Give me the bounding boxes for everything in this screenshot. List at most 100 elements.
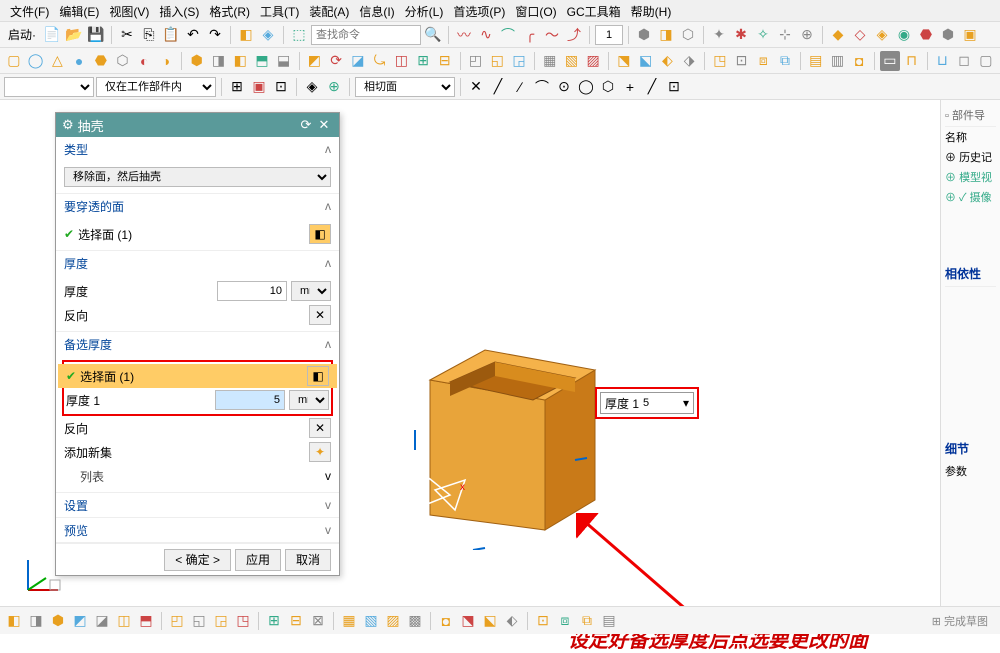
cut-icon[interactable]: ✂	[117, 25, 137, 45]
feat12-icon[interactable]: ⊟	[435, 51, 455, 71]
alt-thickness-unit[interactable]: mm	[289, 390, 329, 410]
float-editor-input[interactable]	[643, 397, 679, 409]
sel1-icon[interactable]: ⊞	[227, 77, 247, 97]
sel2-icon[interactable]: ▣	[249, 77, 269, 97]
add-set-button[interactable]: ✦	[309, 442, 331, 462]
bt17-icon[interactable]: ▨	[383, 611, 403, 631]
copy-icon[interactable]: ⎘	[139, 25, 159, 45]
snap4-icon[interactable]: ⊙	[554, 77, 574, 97]
bt1-icon[interactable]: ◧	[4, 611, 24, 631]
feat10-icon[interactable]: ◫	[391, 51, 411, 71]
cancel-button[interactable]: 取消	[285, 549, 331, 571]
snap3-icon[interactable]: ⌒	[532, 77, 552, 97]
bt11-icon[interactable]: ◳	[233, 611, 253, 631]
feat20-icon[interactable]: ⬕	[636, 51, 656, 71]
menu-prefs[interactable]: 首选项(P)	[449, 3, 509, 18]
bt18-icon[interactable]: ▩	[405, 611, 425, 631]
bt5-icon[interactable]: ◪	[92, 611, 112, 631]
menu-format[interactable]: 格式(R)	[205, 3, 254, 18]
curve6-icon[interactable]: ⤴	[564, 25, 584, 45]
section-preview-header[interactable]: 预览 v	[56, 518, 339, 542]
bt24-icon[interactable]: ⧈	[555, 611, 575, 631]
menu-edit[interactable]: 编辑(E)	[55, 3, 103, 18]
parts-nav-tab[interactable]: ▫ 部件导	[945, 110, 985, 122]
prim-cone-icon[interactable]: △	[47, 51, 67, 71]
reverse-button[interactable]: ✕	[309, 305, 331, 325]
more6-icon[interactable]: ⬢	[938, 25, 958, 45]
datum-icon[interactable]: ◈	[258, 25, 278, 45]
section-thickness-header[interactable]: 厚度 ʌ	[56, 251, 339, 275]
sel4-icon[interactable]: ◈	[302, 77, 322, 97]
menu-assembly[interactable]: 装配(A)	[305, 3, 353, 18]
scope-select[interactable]: 仅在工作部件内	[96, 77, 216, 97]
more2-icon[interactable]: ◇	[850, 25, 870, 45]
feat15-icon[interactable]: ◲	[509, 51, 529, 71]
snap6-icon[interactable]: ⬡	[598, 77, 618, 97]
menu-file[interactable]: 文件(F)	[6, 3, 53, 18]
feat4-icon[interactable]: ⬒	[252, 51, 272, 71]
snap1-icon[interactable]: ╱	[488, 77, 508, 97]
camera-node[interactable]: ⊕ ✓ 摄像	[945, 187, 996, 207]
menu-tools[interactable]: 工具(T)	[256, 3, 303, 18]
more4-icon[interactable]: ◉	[894, 25, 914, 45]
sel3-icon[interactable]: ⊡	[271, 77, 291, 97]
bt26-icon[interactable]: ▤	[599, 611, 619, 631]
undo-icon[interactable]: ↶	[183, 25, 203, 45]
model-node[interactable]: ⊕ 模型视	[945, 167, 996, 187]
filter-select-1[interactable]	[4, 77, 94, 97]
bt23-icon[interactable]: ⊡	[533, 611, 553, 631]
more3-icon[interactable]: ◈	[872, 25, 892, 45]
feat23-icon[interactable]: ◳	[710, 51, 730, 71]
qty-input[interactable]	[595, 25, 623, 45]
curve2-icon[interactable]: ∿	[476, 25, 496, 45]
feat18-icon[interactable]: ▨	[583, 51, 603, 71]
dialog-header[interactable]: ⚙ 抽壳 ⟳ ✕	[56, 113, 339, 137]
thickness-input[interactable]	[217, 281, 287, 301]
bt25-icon[interactable]: ⧉	[577, 611, 597, 631]
start-label[interactable]: 启动·	[4, 26, 40, 43]
feat27-icon[interactable]: ▤	[806, 51, 826, 71]
detail-label[interactable]: 细节	[945, 436, 996, 461]
paste-icon[interactable]: 📋	[161, 25, 181, 45]
list-label[interactable]: 列表	[80, 468, 104, 485]
feat19-icon[interactable]: ⬔	[614, 51, 634, 71]
menu-gctool[interactable]: GC工具箱	[563, 3, 625, 18]
feat13-icon[interactable]: ◰	[466, 51, 486, 71]
csys3-icon[interactable]: ✧	[753, 25, 773, 45]
feat28-icon[interactable]: ▥	[828, 51, 848, 71]
solid2-icon[interactable]: ◨	[656, 25, 676, 45]
apply-button[interactable]: 应用	[235, 549, 281, 571]
bt16-icon[interactable]: ▧	[361, 611, 381, 631]
feat30-icon[interactable]: ▭	[880, 51, 900, 71]
bt4-icon[interactable]: ◩	[70, 611, 90, 631]
bt9-icon[interactable]: ◱	[189, 611, 209, 631]
prim7-icon[interactable]: ◐	[134, 51, 154, 71]
section-settings-header[interactable]: 设置 v	[56, 493, 339, 517]
pierce-select-label[interactable]: 选择面 (1)	[78, 226, 305, 243]
curve3-icon[interactable]: ⌒	[498, 25, 518, 45]
menu-window[interactable]: 窗口(O)	[511, 3, 560, 18]
bt3-icon[interactable]: ⬢	[48, 611, 68, 631]
feat22-icon[interactable]: ⬗	[679, 51, 699, 71]
bt19-icon[interactable]: ◘	[436, 611, 456, 631]
section-alt-thickness-header[interactable]: 备选厚度 ʌ	[56, 332, 339, 356]
feat3-icon[interactable]: ◧	[230, 51, 250, 71]
feat6-icon[interactable]: ◩	[305, 51, 325, 71]
bt21-icon[interactable]: ⬕	[480, 611, 500, 631]
bt15-icon[interactable]: ▦	[339, 611, 359, 631]
csys2-icon[interactable]: ✱	[731, 25, 751, 45]
feat9-icon[interactable]: ⤿	[370, 51, 390, 71]
bt12-icon[interactable]: ⊞	[264, 611, 284, 631]
history-node[interactable]: ⊕ 历史记	[945, 147, 996, 167]
thickness-unit[interactable]: mm	[291, 281, 331, 301]
redo-icon[interactable]: ↷	[205, 25, 225, 45]
prim-cyl-icon[interactable]: ◯	[26, 51, 46, 71]
feat17-icon[interactable]: ▧	[562, 51, 582, 71]
feat8-icon[interactable]: ◪	[348, 51, 368, 71]
snap8-icon[interactable]: ╱	[642, 77, 662, 97]
type-select[interactable]: 移除面，然后抽壳	[64, 167, 331, 187]
alt-select-face-label[interactable]: 选择面 (1)	[80, 368, 303, 385]
feat1-icon[interactable]: ⬢	[187, 51, 207, 71]
bt2-icon[interactable]: ◨	[26, 611, 46, 631]
bt13-icon[interactable]: ⊟	[286, 611, 306, 631]
